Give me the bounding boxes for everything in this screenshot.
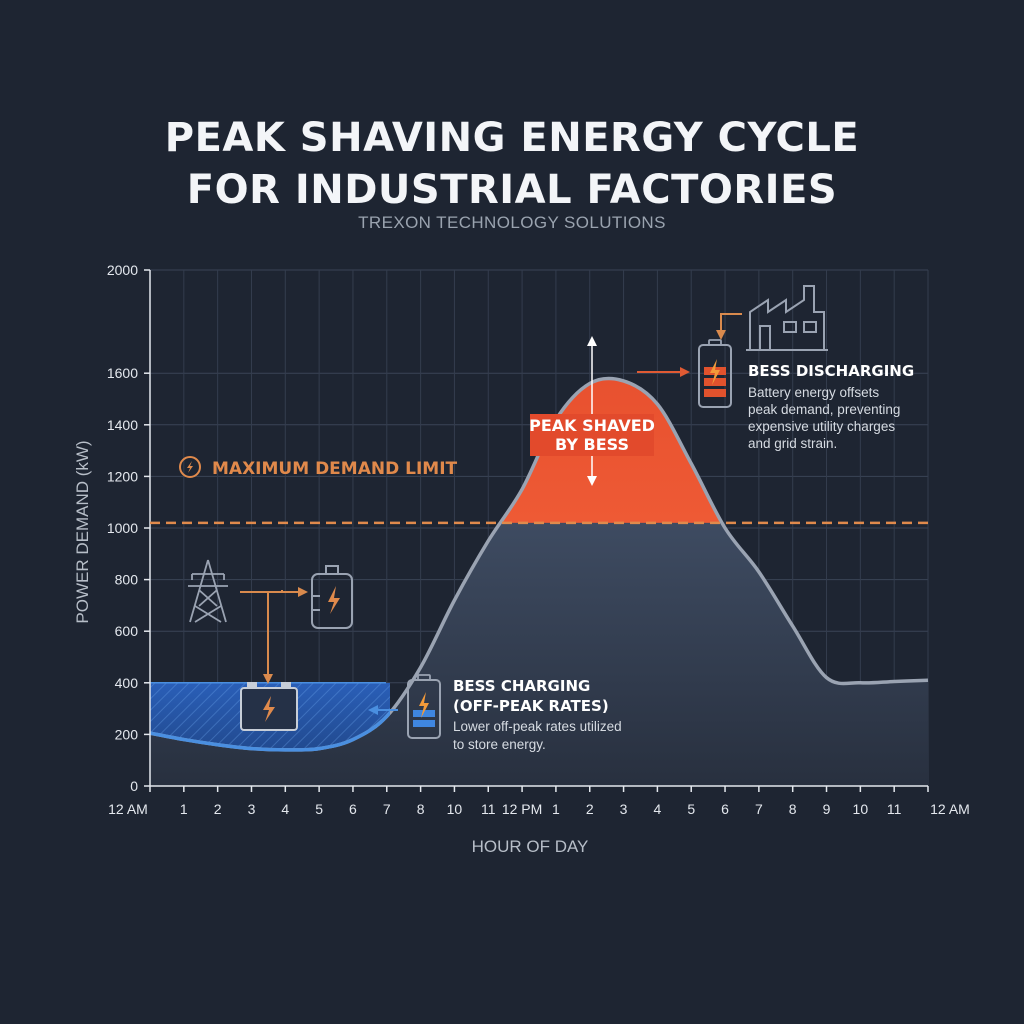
y-tick-label: 0 — [130, 778, 138, 794]
x-tick-label: 1 — [552, 801, 560, 817]
charging-heading-line-2: (OFF-PEAK RATES) — [453, 697, 609, 715]
x-tick-label: 8 — [789, 801, 797, 817]
charging-line-1: Lower off-peak rates utilized — [453, 719, 622, 734]
y-tick-label: 1600 — [107, 365, 138, 381]
peak-arrow-up-icon — [587, 336, 597, 346]
demand-area — [150, 378, 928, 786]
x-tick-label: 10 — [853, 801, 869, 817]
car-battery-icon — [240, 682, 298, 731]
x-tick-label: 4 — [653, 801, 661, 817]
peak-annotation: PEAK SHAVED BY BESS — [529, 336, 655, 486]
x-tick-label: 3 — [620, 801, 628, 817]
discharging-line-2: peak demand, preventing — [748, 402, 900, 417]
x-tick-label: 11 — [887, 801, 902, 817]
battery-discharging-icon — [698, 339, 732, 408]
x-tick-label: 10 — [447, 801, 463, 817]
x-tick-label: 7 — [383, 801, 391, 817]
discharging-line-3: expensive utility charges — [748, 419, 895, 434]
y-axis-title: POWER DEMAND (kW) — [73, 440, 92, 623]
charging-flow-arrow — [240, 591, 269, 676]
x-axis-ticks: 12 AM 1 2 3 4 5 6 7 8 10 11 12 PM 1 2 3 4 5 6 7 8 9 10 11 12 AM — [108, 786, 970, 817]
x-tick-label: 12 AM — [108, 801, 148, 817]
discharging-line-4: and grid strain. — [748, 436, 837, 451]
storage-tank-icon — [311, 565, 353, 629]
x-tick-label: 4 — [281, 801, 289, 817]
charging-heading-line-1: BESS CHARGING — [453, 677, 590, 695]
y-tick-label: 1200 — [107, 468, 138, 484]
y-tick-label: 1400 — [107, 417, 138, 433]
factory-icon — [746, 285, 828, 351]
x-tick-label: 12 PM — [502, 801, 542, 817]
y-tick-label: 1000 — [107, 520, 138, 536]
discharging-heading: BESS DISCHARGING — [748, 362, 914, 380]
demand-curve-charging — [150, 710, 390, 752]
x-tick-label: 11 — [481, 801, 496, 817]
x-tick-label: 9 — [823, 801, 831, 817]
x-tick-label: 5 — [687, 801, 695, 817]
y-axis-ticks: 0 200 400 600 800 1000 1200 1400 1600 2000 — [107, 262, 150, 794]
y-tick-label: 200 — [115, 726, 139, 742]
title-line-1: PEAK SHAVING ENERGY CYCLE — [164, 115, 860, 161]
chart-title: PEAK SHAVING ENERGY CYCLE FOR INDUSTRIAL… — [0, 112, 1024, 216]
arrow-right-icon — [680, 367, 690, 377]
corner-arrow-icon — [720, 313, 742, 332]
y-tick-label: 2000 — [107, 262, 138, 278]
discharging-annotation: BESS DISCHARGING Battery energy offsets … — [637, 285, 914, 451]
x-tick-label: 6 — [721, 801, 729, 817]
discharging-line-1: Battery energy offsets — [748, 385, 879, 400]
x-tick-label: 3 — [248, 801, 256, 817]
demand-limit-label: MAXIMUM DEMAND LIMIT — [212, 459, 458, 479]
title-line-2: FOR INDUSTRIAL FACTORIES — [186, 167, 838, 213]
x-tick-label: 5 — [315, 801, 323, 817]
x-tick-label: 2 — [214, 801, 222, 817]
demand-limit: MAXIMUM DEMAND LIMIT — [150, 456, 930, 525]
y-tick-label: 400 — [115, 675, 139, 691]
x-tick-label: 2 — [586, 801, 594, 817]
x-tick-label: 7 — [755, 801, 763, 817]
chart-subtitle: TREXON TECHNOLOGY SOLUTIONS — [358, 213, 666, 232]
peak-label-line-2: BY BESS — [555, 435, 629, 454]
arrow-left-icon — [368, 705, 378, 715]
x-tick-label: 6 — [349, 801, 357, 817]
y-tick-label: 600 — [115, 623, 139, 639]
peak-arrow-down-icon — [587, 476, 597, 486]
x-tick-label: 12 AM — [930, 801, 970, 817]
battery-charging-icon — [407, 674, 441, 739]
x-axis-title: HOUR OF DAY — [472, 837, 589, 856]
charging-line-2: to store energy. — [453, 737, 546, 752]
y-tick-label: 800 — [115, 572, 139, 588]
peak-label-line-1: PEAK SHAVED — [529, 416, 655, 435]
lightning-circle-icon — [179, 456, 201, 478]
x-tick-label: 8 — [417, 801, 425, 817]
power-tower-icon — [188, 559, 228, 623]
charging-annotation: BESS CHARGING (OFF-PEAK RATES) Lower off… — [188, 559, 622, 752]
x-tick-label: 1 — [180, 801, 188, 817]
